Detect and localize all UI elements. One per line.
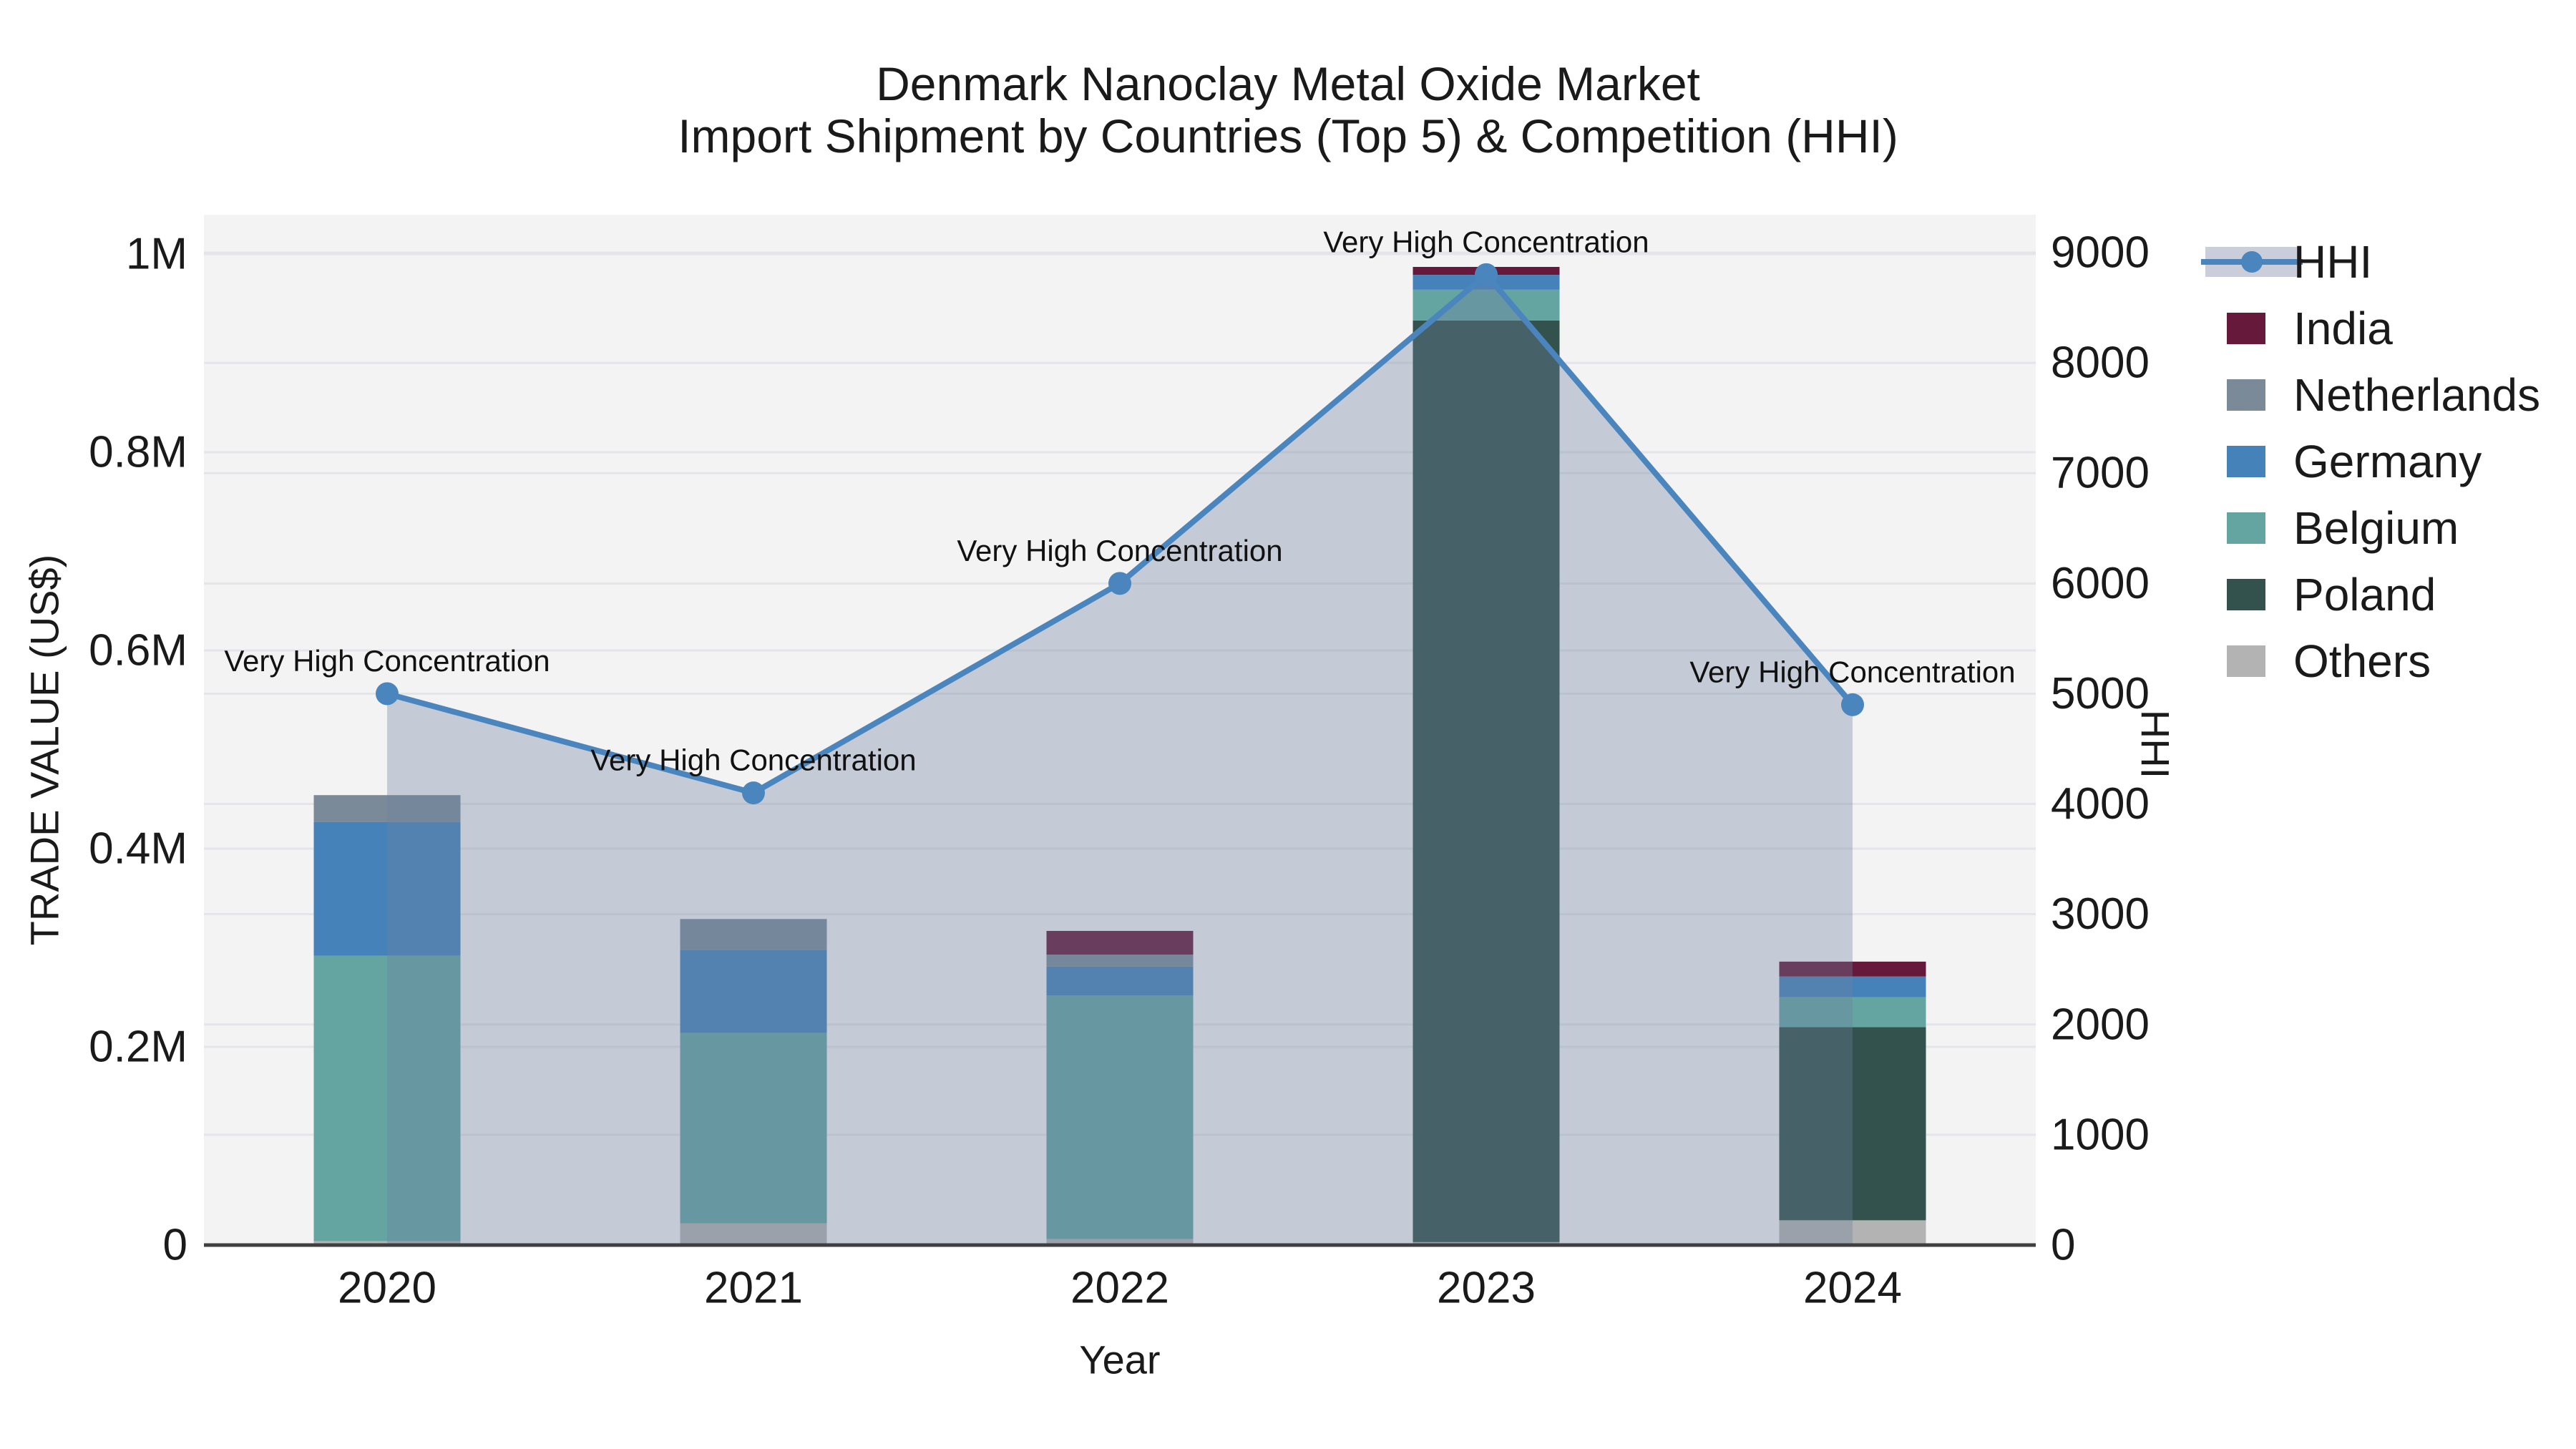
- hhi-marker-2022: [1108, 572, 1131, 595]
- legend-label: Belgium: [2293, 502, 2459, 554]
- bar-segment-netherlands-2020: [313, 795, 461, 822]
- bar-segment-poland-2024: [1779, 1027, 1926, 1221]
- right-axis-title: HHI: [2133, 710, 2178, 779]
- left-axis-tick-labels: 0 0.2M 0.4M 0.6M 0.8M 1M: [89, 230, 187, 1270]
- bar-segment-germany-2022: [1046, 966, 1194, 995]
- annotation-2022: Very High Concentration: [957, 534, 1282, 567]
- hhi-marker-2020: [376, 682, 399, 706]
- x-axis-tick-labels: 2020 2021 2022 2023 2024: [338, 1264, 1902, 1313]
- legend-swatch-netherlands: [2227, 379, 2265, 411]
- x-tick-label: 2024: [1803, 1264, 1902, 1313]
- left-tick-label: 1M: [126, 230, 187, 279]
- legend-item-india[interactable]: India: [2227, 303, 2393, 354]
- legend-item-belgium[interactable]: Belgium: [2227, 502, 2459, 554]
- left-tick-label: 0: [163, 1221, 187, 1270]
- left-tick-label: 0.4M: [89, 824, 187, 874]
- legend-label: Others: [2293, 635, 2431, 687]
- legend-item-netherlands[interactable]: Netherlands: [2227, 369, 2540, 421]
- legend-swatch-india: [2227, 313, 2265, 344]
- bar-segment-india-2024: [1779, 961, 1926, 977]
- right-tick-label: 8000: [2051, 338, 2150, 388]
- legend: HHI India Netherlands Germany Belgium Poland O…: [2201, 236, 2540, 687]
- right-tick-label: 4000: [2051, 779, 2150, 829]
- x-axis-title: Year: [1079, 1337, 1160, 1382]
- legend-label: Netherlands: [2293, 369, 2540, 421]
- right-axis-tick-labels: 0 1000 2000 3000 4000 5000 6000 7000 8000 9000: [2051, 228, 2150, 1270]
- annotation-2023: Very High Concentration: [1323, 225, 1649, 258]
- hhi-marker-2024: [1841, 693, 1864, 716]
- legend-swatch-poland: [2227, 579, 2265, 610]
- left-axis-title: TRADE VALUE (US$): [22, 555, 67, 946]
- annotation-2021: Very High Concentration: [590, 743, 916, 777]
- legend-label: HHI: [2293, 236, 2372, 288]
- bar-segment-others-2021: [680, 1223, 827, 1245]
- right-tick-label: 5000: [2051, 669, 2150, 718]
- legend-label: Poland: [2293, 569, 2436, 620]
- legend-item-poland[interactable]: Poland: [2227, 569, 2436, 620]
- x-tick-label: 2023: [1437, 1264, 1536, 1313]
- x-tick-label: 2020: [338, 1264, 436, 1313]
- bar-series-group: [313, 267, 1926, 1245]
- right-tick-label: 0: [2051, 1221, 2075, 1270]
- left-tick-label: 0.6M: [89, 626, 187, 675]
- legend-label: Germany: [2293, 436, 2482, 487]
- annotation-2024: Very High Concentration: [1689, 655, 2015, 688]
- bar-segment-poland-2023: [1413, 320, 1560, 1242]
- x-tick-label: 2021: [704, 1264, 803, 1313]
- bar-segment-belgium-2021: [680, 1033, 827, 1224]
- legend-label: India: [2293, 303, 2393, 354]
- annotations: Very High Concentration Very High Concent…: [224, 225, 2015, 776]
- bar-segment-others-2024: [1779, 1220, 1926, 1245]
- left-tick-label: 0.8M: [89, 428, 187, 477]
- right-tick-label: 9000: [2051, 228, 2150, 278]
- bar-segment-germany-2024: [1779, 976, 1926, 997]
- legend-item-others[interactable]: Others: [2227, 635, 2431, 687]
- hhi-marker-2023: [1475, 263, 1498, 286]
- right-tick-label: 6000: [2051, 559, 2150, 608]
- hhi-area-fill: [387, 274, 1853, 1245]
- hhi-marker-2021: [742, 781, 765, 805]
- left-tick-label: 0.2M: [89, 1023, 187, 1072]
- bar-segment-others-2020: [313, 1241, 461, 1245]
- right-tick-label: 3000: [2051, 889, 2150, 939]
- chart-title-line1: Denmark Nanoclay Metal Oxide Market: [876, 57, 1700, 110]
- bar-segment-germany-2020: [313, 821, 461, 956]
- bar-segment-india-2022: [1046, 930, 1194, 955]
- legend-swatch-belgium: [2227, 512, 2265, 544]
- bar-segment-belgium-2024: [1779, 997, 1926, 1028]
- right-tick-label: 7000: [2051, 449, 2150, 498]
- legend-item-hhi[interactable]: HHI: [2201, 236, 2372, 288]
- right-tick-label: 1000: [2051, 1110, 2150, 1159]
- bar-segment-others-2022: [1046, 1239, 1194, 1245]
- bar-segment-netherlands-2022: [1046, 955, 1194, 967]
- bar-segment-belgium-2020: [313, 955, 461, 1241]
- hhi-series-group: [376, 263, 1864, 1245]
- legend-swatch-others: [2227, 645, 2265, 677]
- legend-hhi-marker-icon: [2241, 251, 2263, 273]
- legend-swatch-germany: [2227, 446, 2265, 477]
- chart-title-line2: Import Shipment by Countries (Top 5) & C…: [678, 109, 1898, 162]
- bar-segment-germany-2021: [680, 950, 827, 1033]
- bar-segment-netherlands-2021: [680, 919, 827, 950]
- bar-segment-belgium-2022: [1046, 995, 1194, 1239]
- x-tick-label: 2022: [1070, 1264, 1169, 1313]
- right-tick-label: 2000: [2051, 1000, 2150, 1049]
- legend-item-germany[interactable]: Germany: [2227, 436, 2482, 487]
- annotation-2020: Very High Concentration: [224, 644, 550, 678]
